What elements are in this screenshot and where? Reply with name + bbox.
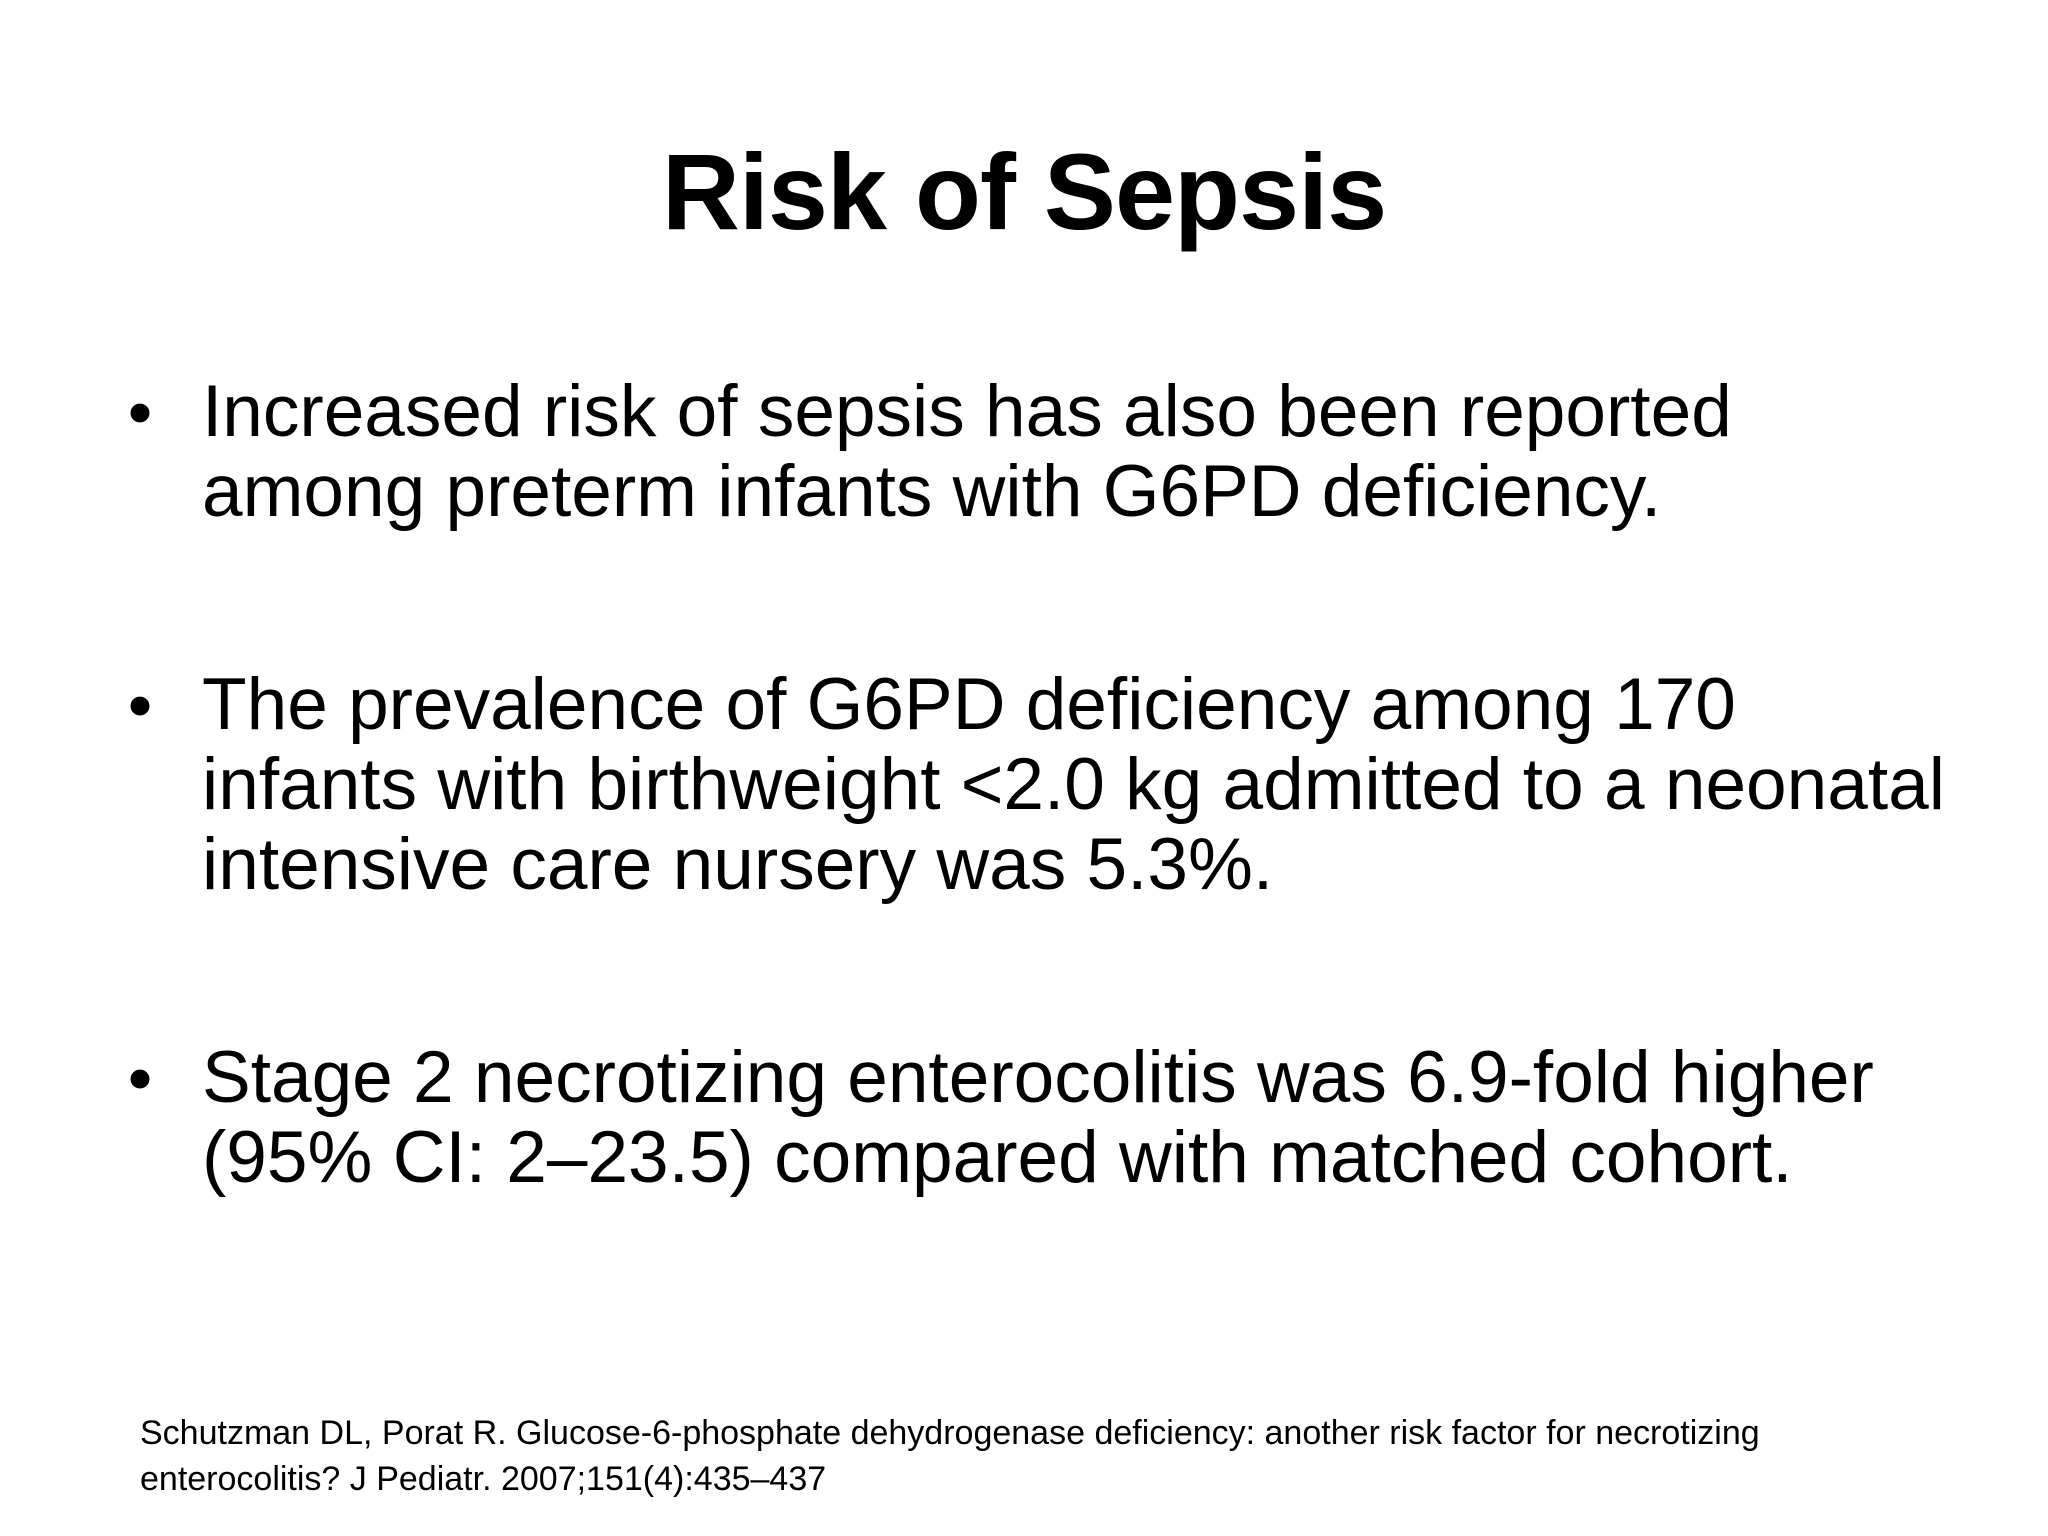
bullet-item: • Increased risk of sepsis has also been…: [120, 372, 1960, 532]
bullet-text: Stage 2 necrotizing enterocolitis was 6.…: [202, 1037, 1874, 1198]
bullet-list: • Increased risk of sepsis has also been…: [120, 372, 1960, 1198]
bullet-text: The prevalence of G6PD deficiency among …: [202, 664, 1945, 905]
slide-title: Risk of Sepsis: [661, 131, 1387, 252]
bullet-item: • Stage 2 necrotizing enterocolitis was …: [120, 1038, 1960, 1198]
citation: Schutzman DL, Porat R. Glucose-6-phospha…: [140, 1414, 1760, 1498]
bullet-marker: •: [127, 373, 153, 451]
bullet-marker: •: [127, 666, 153, 744]
bullet-marker: •: [127, 1039, 153, 1117]
bullet-item: • The prevalence of G6PD deficiency amon…: [120, 665, 1960, 905]
bullet-text: Increased risk of sepsis has also been r…: [202, 371, 1732, 532]
